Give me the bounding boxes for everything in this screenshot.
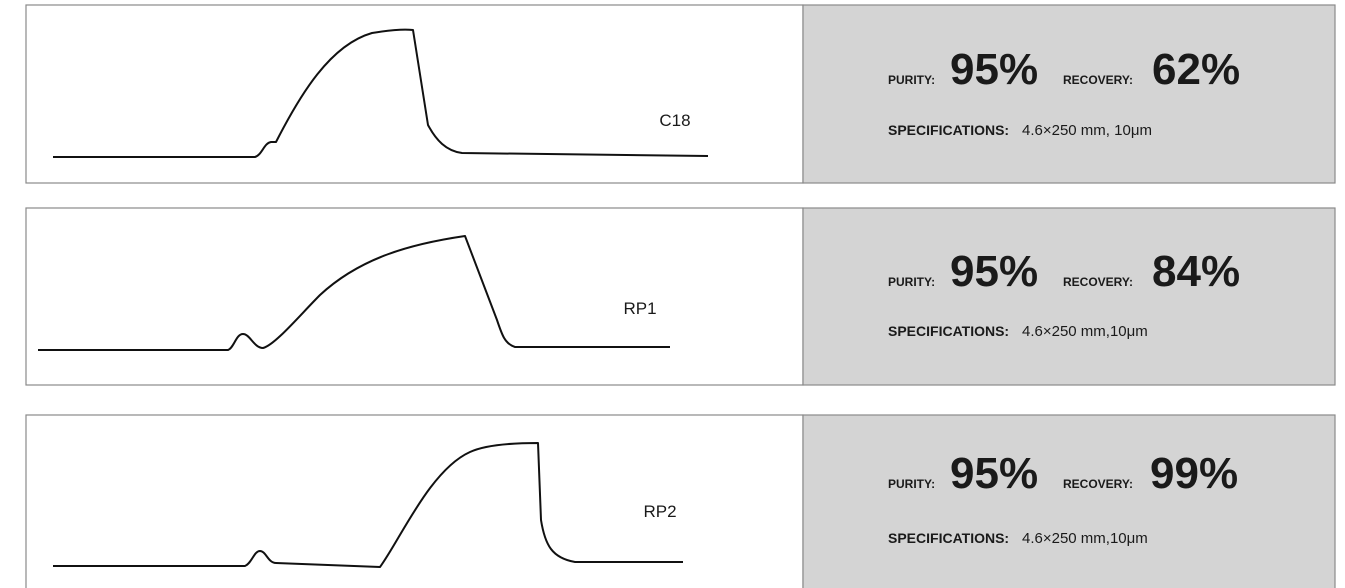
purity-label: PURITY: — [888, 477, 935, 491]
spec-label: SPECIFICATIONS: — [888, 530, 1009, 546]
recovery-value: 84% — [1152, 247, 1240, 296]
info-panel — [802, 414, 1336, 588]
spec-label: SPECIFICATIONS: — [888, 122, 1009, 138]
purity-value: 95% — [950, 45, 1038, 94]
column-label: RP1 — [623, 299, 656, 318]
chromatogram-curve — [53, 442, 683, 568]
purity-label: PURITY: — [888, 73, 935, 87]
purity-label: PURITY: — [888, 275, 935, 289]
chromatogram-panel — [25, 414, 804, 588]
column-label: RP2 — [643, 502, 676, 521]
column-label: C18 — [659, 111, 690, 130]
info-panel — [802, 4, 1336, 184]
spec-value: 4.6×250 mm,10μm — [1022, 530, 1148, 547]
chromatogram-panel — [25, 207, 804, 386]
info-panel — [802, 207, 1336, 386]
recovery-value: 62% — [1152, 45, 1240, 94]
recovery-label: RECOVERY: — [1063, 275, 1133, 289]
recovery-value: 99% — [1150, 449, 1238, 498]
spec-value: 4.6×250 mm,10μm — [1022, 323, 1148, 340]
chromatogram-curve — [53, 28, 709, 158]
spec-value: 4.6×250 mm, 10μm — [1022, 122, 1152, 139]
chromatogram-curve — [38, 235, 670, 351]
purity-value: 95% — [950, 449, 1038, 498]
row: RP2 PURITY: 95% RECOVERY: 99% SPECIFICAT… — [25, 414, 1336, 588]
recovery-label: RECOVERY: — [1063, 477, 1133, 491]
recovery-label: RECOVERY: — [1063, 73, 1133, 87]
purity-value: 95% — [950, 247, 1038, 296]
spec-label: SPECIFICATIONS: — [888, 323, 1009, 339]
row: RP1 PURITY: 95% RECOVERY: 84% SPECIFICAT… — [25, 207, 1336, 386]
row: C18 PURITY: 95% RECOVERY: 62% SPECIFICAT… — [25, 4, 1336, 184]
